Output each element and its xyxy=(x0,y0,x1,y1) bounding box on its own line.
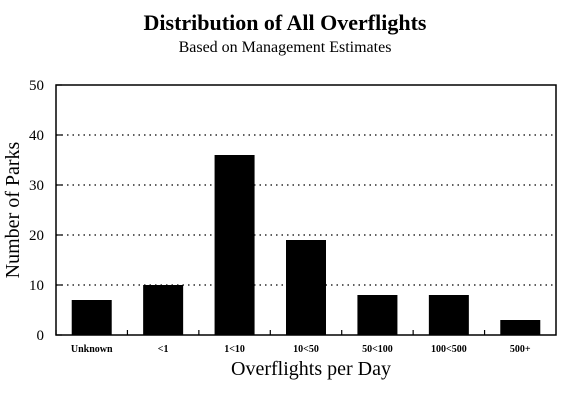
x-tick-label: 500+ xyxy=(510,344,531,355)
y-tick-label: 0 xyxy=(37,328,45,344)
y-tick-label: 10 xyxy=(29,278,44,294)
x-tick-label: 50<100 xyxy=(362,344,393,355)
bar xyxy=(286,240,326,335)
y-tick-label: 20 xyxy=(29,228,44,244)
y-tick-label: 30 xyxy=(29,178,44,194)
x-tick-label: <1 xyxy=(158,344,169,355)
bar xyxy=(214,155,255,335)
bars xyxy=(71,155,541,335)
bar xyxy=(143,285,184,335)
y-axis-ticks: 0 10 20 30 40 50 xyxy=(29,78,62,344)
plot-frame xyxy=(55,84,557,336)
bar xyxy=(71,300,112,335)
chart-title: Distribution of All Overflights xyxy=(144,10,427,35)
x-tick-label: 10<50 xyxy=(293,344,319,355)
gridlines xyxy=(56,134,556,286)
x-tick-label: Unknown xyxy=(71,344,113,355)
x-tick-label: 100<500 xyxy=(431,344,467,355)
bar xyxy=(357,295,398,335)
bar xyxy=(500,320,541,335)
y-axis-label: Number of Parks xyxy=(2,141,24,278)
bar xyxy=(428,295,469,335)
x-axis-label: Overflights per Day xyxy=(231,358,391,380)
x-axis-ticks: Unknown <1 1<10 10<50 50<100 100<500 500+ xyxy=(55,330,531,355)
y-tick-label: 40 xyxy=(29,128,44,144)
y-tick-label: 50 xyxy=(29,78,44,94)
x-tick-label: 1<10 xyxy=(224,344,245,355)
chart-subtitle: Based on Management Estimates xyxy=(179,39,392,56)
